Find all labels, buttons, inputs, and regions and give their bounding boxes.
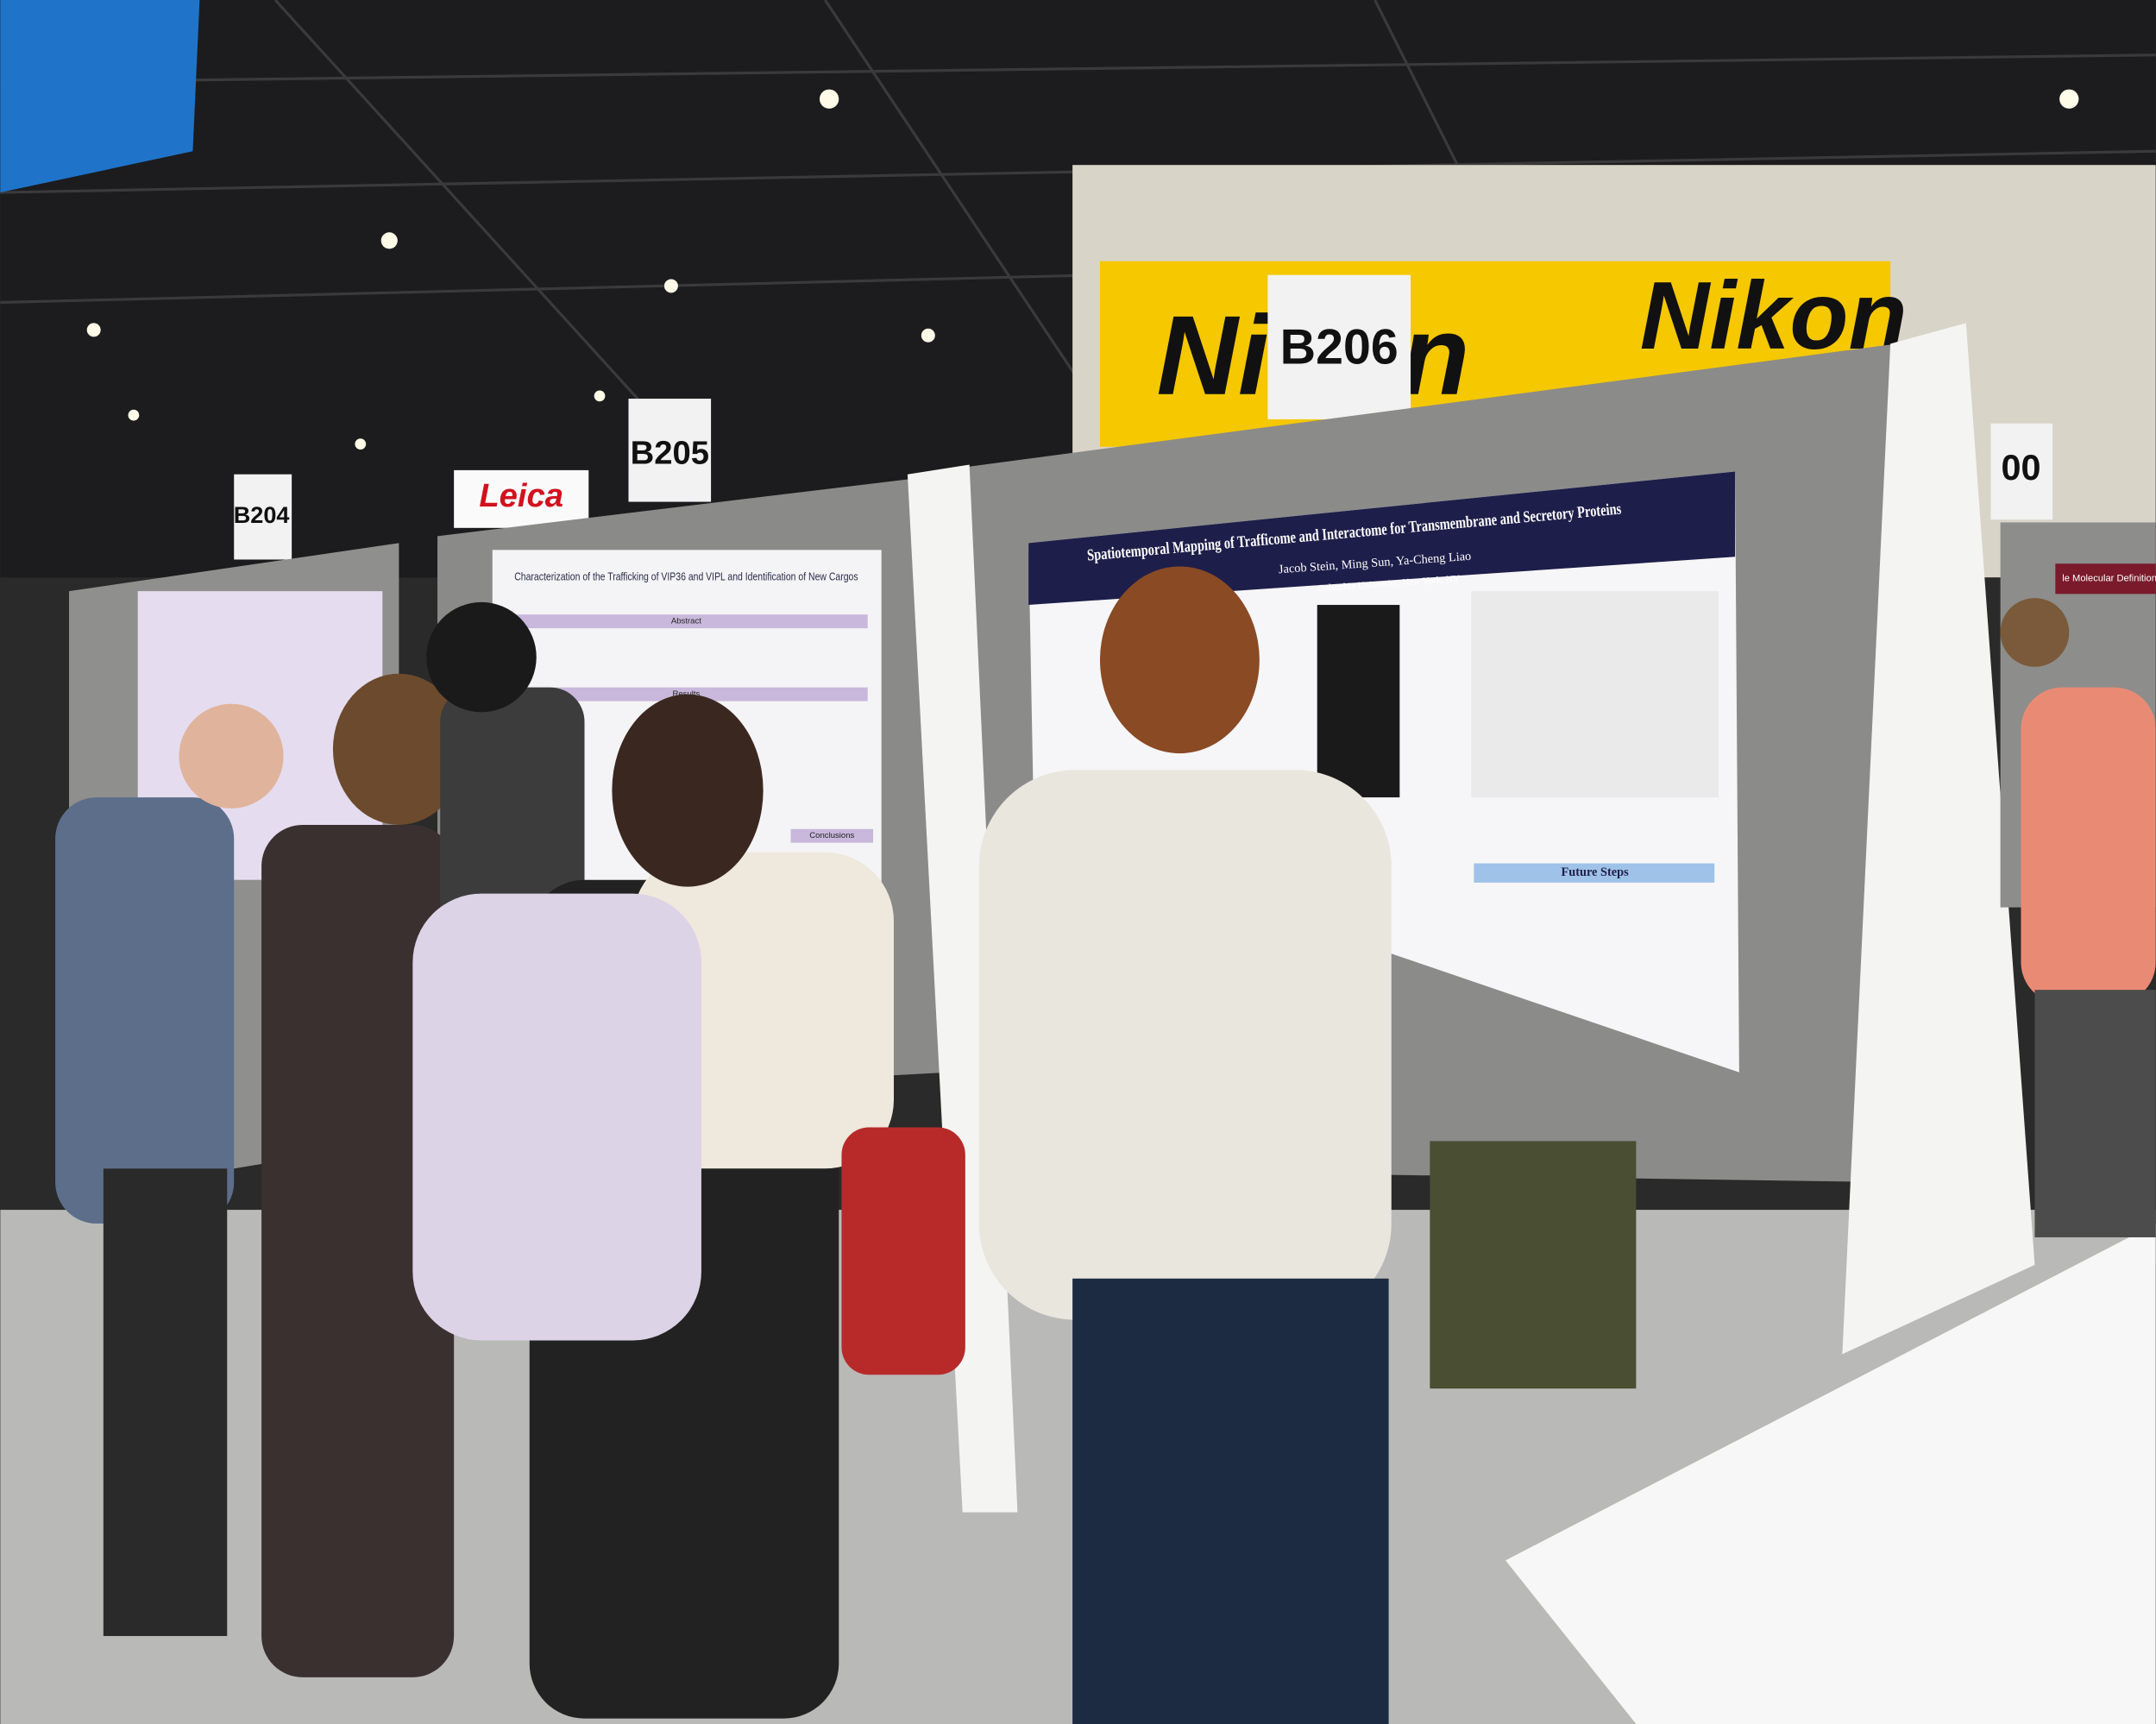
person xyxy=(1099,566,1260,754)
leica-sign xyxy=(454,469,589,528)
poster-section: Abstract xyxy=(671,617,701,626)
person xyxy=(103,1168,228,1637)
person xyxy=(332,673,465,825)
poster-section: Conclusions xyxy=(809,831,854,840)
poster-header xyxy=(506,614,868,629)
person xyxy=(2000,598,2070,667)
poster-header xyxy=(1474,863,1715,883)
poster-figure xyxy=(1471,591,1719,798)
person xyxy=(261,824,455,1677)
poster-header xyxy=(506,687,868,702)
poster-section: Future Steps xyxy=(1562,865,1630,879)
booth-sign xyxy=(628,399,712,502)
booth-sign xyxy=(234,474,292,560)
booth-number: 00 xyxy=(2001,448,2040,488)
person xyxy=(55,797,235,1224)
person xyxy=(426,601,537,713)
booth-number: B206 xyxy=(1280,319,1399,374)
brand-text: Leica xyxy=(479,477,563,514)
blue-banner xyxy=(0,0,200,193)
booth-number: B205 xyxy=(631,434,709,471)
backpack xyxy=(412,893,701,1341)
people xyxy=(55,566,2156,1724)
poster-section: Results xyxy=(672,689,700,699)
poster-figure xyxy=(1317,605,1400,798)
booth-sign xyxy=(1267,274,1411,419)
board-frame xyxy=(1842,323,2035,1355)
bag xyxy=(841,1127,965,1375)
booth-sign xyxy=(1990,423,2053,520)
person xyxy=(1430,1141,1637,1389)
booth-number: B204 xyxy=(234,501,290,528)
poster-banner xyxy=(2055,563,2156,595)
poster-title: le Molecular Definitions xyxy=(2062,574,2156,584)
person xyxy=(2021,687,2156,1004)
person xyxy=(612,694,764,887)
person xyxy=(2034,990,2156,1237)
person xyxy=(179,703,284,809)
person xyxy=(978,770,1392,1320)
table xyxy=(1505,1224,2156,1724)
person xyxy=(1072,1278,1389,1724)
poster-title: Characterization of the Trafficking of V… xyxy=(514,570,858,583)
poster-header xyxy=(790,828,874,843)
